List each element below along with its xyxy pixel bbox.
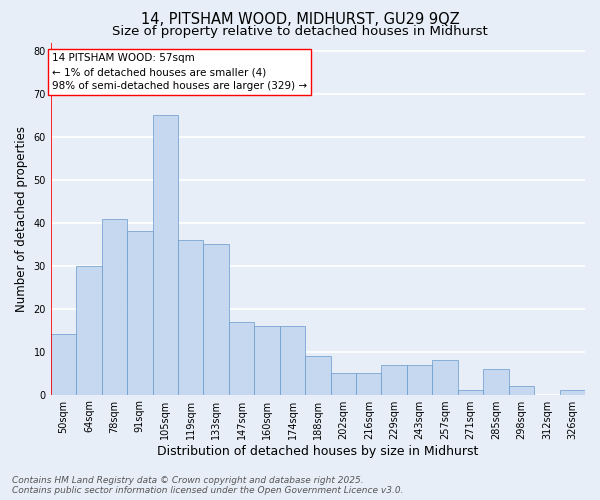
Bar [127,232,152,394]
Bar [331,373,356,394]
Bar [254,326,280,394]
Bar [382,364,407,394]
Bar [203,244,229,394]
Text: 14, PITSHAM WOOD, MIDHURST, GU29 9QZ: 14, PITSHAM WOOD, MIDHURST, GU29 9QZ [140,12,460,28]
Bar [305,356,331,395]
Bar [433,360,458,394]
Bar [101,218,127,394]
Bar [458,390,483,394]
Bar [483,369,509,394]
Bar [76,266,101,394]
Bar [178,240,203,394]
Y-axis label: Number of detached properties: Number of detached properties [15,126,28,312]
Bar [407,364,433,394]
Bar [229,322,254,394]
Bar [51,334,76,394]
Bar [356,373,382,394]
Text: 14 PITSHAM WOOD: 57sqm
← 1% of detached houses are smaller (4)
98% of semi-detac: 14 PITSHAM WOOD: 57sqm ← 1% of detached … [52,53,307,91]
Text: Contains HM Land Registry data © Crown copyright and database right 2025.
Contai: Contains HM Land Registry data © Crown c… [12,476,404,495]
Text: Size of property relative to detached houses in Midhurst: Size of property relative to detached ho… [112,25,488,38]
Bar [152,116,178,394]
X-axis label: Distribution of detached houses by size in Midhurst: Distribution of detached houses by size … [157,444,479,458]
Bar [560,390,585,394]
Bar [509,386,534,394]
Bar [280,326,305,394]
